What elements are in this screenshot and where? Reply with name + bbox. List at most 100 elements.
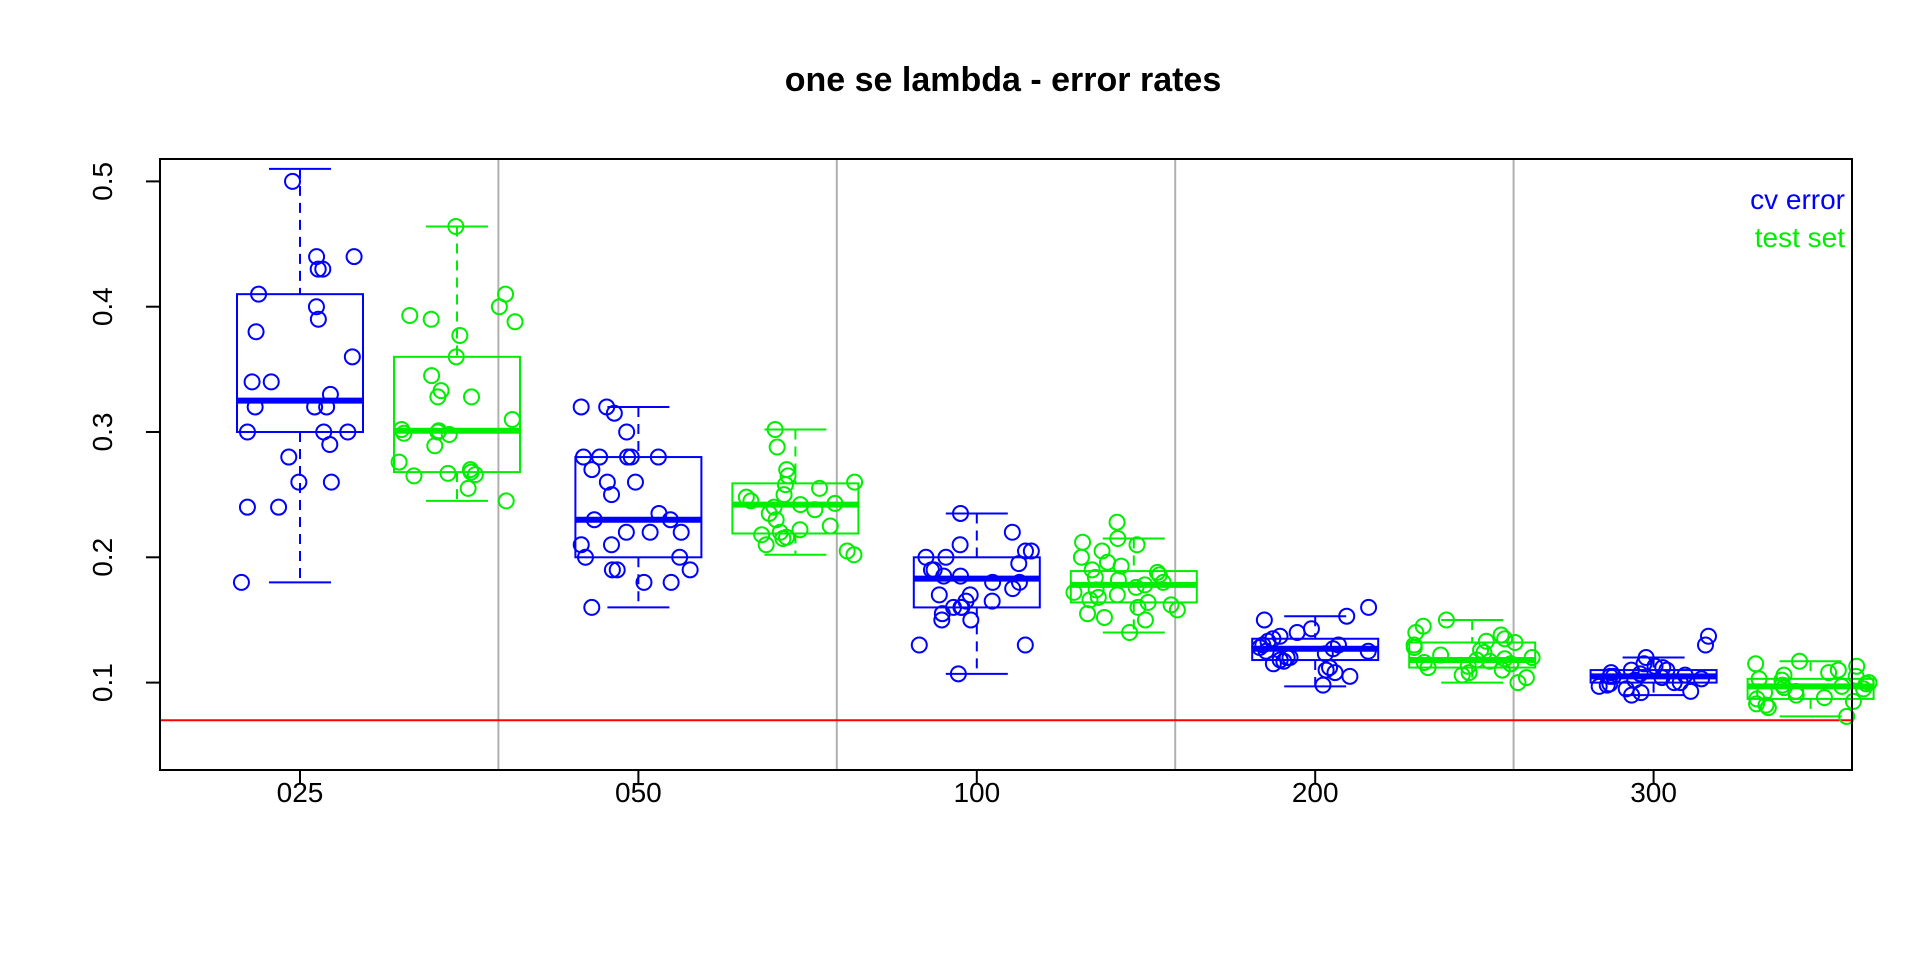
- data-point: [1460, 664, 1478, 682]
- data-point: [1109, 530, 1127, 548]
- data-point: [1757, 696, 1775, 714]
- box-iqr: [1408, 641, 1537, 669]
- data-point: [1022, 542, 1040, 560]
- data-point: [1275, 652, 1293, 670]
- data-point: [1264, 655, 1282, 673]
- data-point: [574, 448, 592, 466]
- data-point: [962, 611, 980, 629]
- data-point: [307, 298, 325, 316]
- data-point: [806, 501, 824, 519]
- box-iqr: [731, 482, 860, 535]
- data-point: [306, 398, 324, 416]
- data-point: [1004, 580, 1022, 598]
- data-point: [617, 523, 635, 541]
- data-point: [1671, 674, 1689, 692]
- data-point: [933, 611, 951, 629]
- data-point: [439, 464, 457, 482]
- data-point: [737, 488, 755, 506]
- data-point: [1415, 654, 1433, 672]
- legend: cv error test set: [1750, 184, 1845, 253]
- data-point: [1314, 676, 1332, 694]
- data-point: [605, 404, 623, 422]
- chart-title: one se lambda - error rates: [785, 61, 1222, 99]
- data-point: [1095, 608, 1113, 626]
- data-point: [1682, 682, 1700, 700]
- data-point: [661, 511, 679, 529]
- data-point: [753, 526, 771, 544]
- data-point: [1288, 623, 1306, 641]
- data-point: [232, 573, 250, 591]
- data-point: [984, 573, 1002, 591]
- data-point: [497, 492, 515, 510]
- data-point: [602, 536, 620, 554]
- data-point: [826, 494, 844, 512]
- data-point: [506, 313, 524, 331]
- data-point: [933, 605, 951, 623]
- data-point: [1128, 536, 1146, 554]
- data-point: [440, 426, 458, 444]
- data-point: [1419, 659, 1437, 677]
- data-point: [1154, 573, 1172, 591]
- data-point: [1632, 684, 1650, 702]
- data-point: [766, 420, 784, 438]
- data-point: [447, 218, 465, 236]
- data-point: [671, 548, 689, 566]
- data-point: [1139, 593, 1157, 611]
- data-point: [490, 298, 508, 316]
- data-point: [1079, 605, 1097, 623]
- data-point: [238, 423, 256, 441]
- data-point: [1257, 642, 1275, 660]
- data-point: [1302, 620, 1320, 638]
- data-point: [1136, 576, 1154, 594]
- data-point: [1654, 659, 1672, 677]
- data-point: [1848, 657, 1866, 675]
- data-point: [622, 448, 640, 466]
- data-point: [774, 530, 792, 548]
- data-point: [429, 388, 447, 406]
- x-tick-label: 050: [615, 777, 662, 808]
- data-point: [503, 410, 521, 428]
- data-point: [1468, 651, 1486, 669]
- data-point: [321, 436, 339, 454]
- y-tick-label: 0.1: [87, 663, 118, 702]
- data-point: [983, 592, 1001, 610]
- data-point: [339, 423, 357, 441]
- legend-entry-cv-error: cv error: [1750, 184, 1845, 215]
- data-point: [1168, 601, 1186, 619]
- y-tick-label: 0.5: [87, 162, 118, 201]
- data-point: [250, 285, 268, 303]
- data-point: [1481, 652, 1499, 670]
- data-point: [572, 398, 590, 416]
- data-point: [791, 521, 809, 539]
- data-point: [1072, 548, 1090, 566]
- data-point: [1601, 667, 1619, 685]
- data-point: [1773, 676, 1791, 694]
- data-point: [1437, 611, 1455, 629]
- data-point: [952, 567, 970, 585]
- data-point: [1833, 677, 1851, 695]
- data-point: [466, 466, 484, 484]
- data-point: [681, 561, 699, 579]
- data-point: [1121, 623, 1139, 641]
- data-point: [1338, 607, 1356, 625]
- data-point: [1321, 659, 1339, 677]
- data-point: [1108, 513, 1126, 531]
- data-point: [1855, 680, 1873, 698]
- data-point: [318, 398, 336, 416]
- data-point: [393, 420, 411, 438]
- data-point: [322, 473, 340, 491]
- data-point: [1623, 686, 1641, 704]
- data-point: [1791, 652, 1809, 670]
- data-point: [935, 567, 953, 585]
- data-point: [591, 448, 609, 466]
- data-point: [1065, 583, 1083, 601]
- data-point: [462, 388, 480, 406]
- plot-frame: [159, 158, 1853, 771]
- y-tick-label: 0.2: [87, 538, 118, 577]
- data-point: [395, 424, 413, 442]
- axes: 0.1 0.2 0.3 0.4 0.5 025 050 100 200 300: [87, 158, 1853, 808]
- data-point: [1496, 630, 1514, 648]
- box-iqr: [393, 355, 521, 474]
- data-point: [426, 437, 444, 455]
